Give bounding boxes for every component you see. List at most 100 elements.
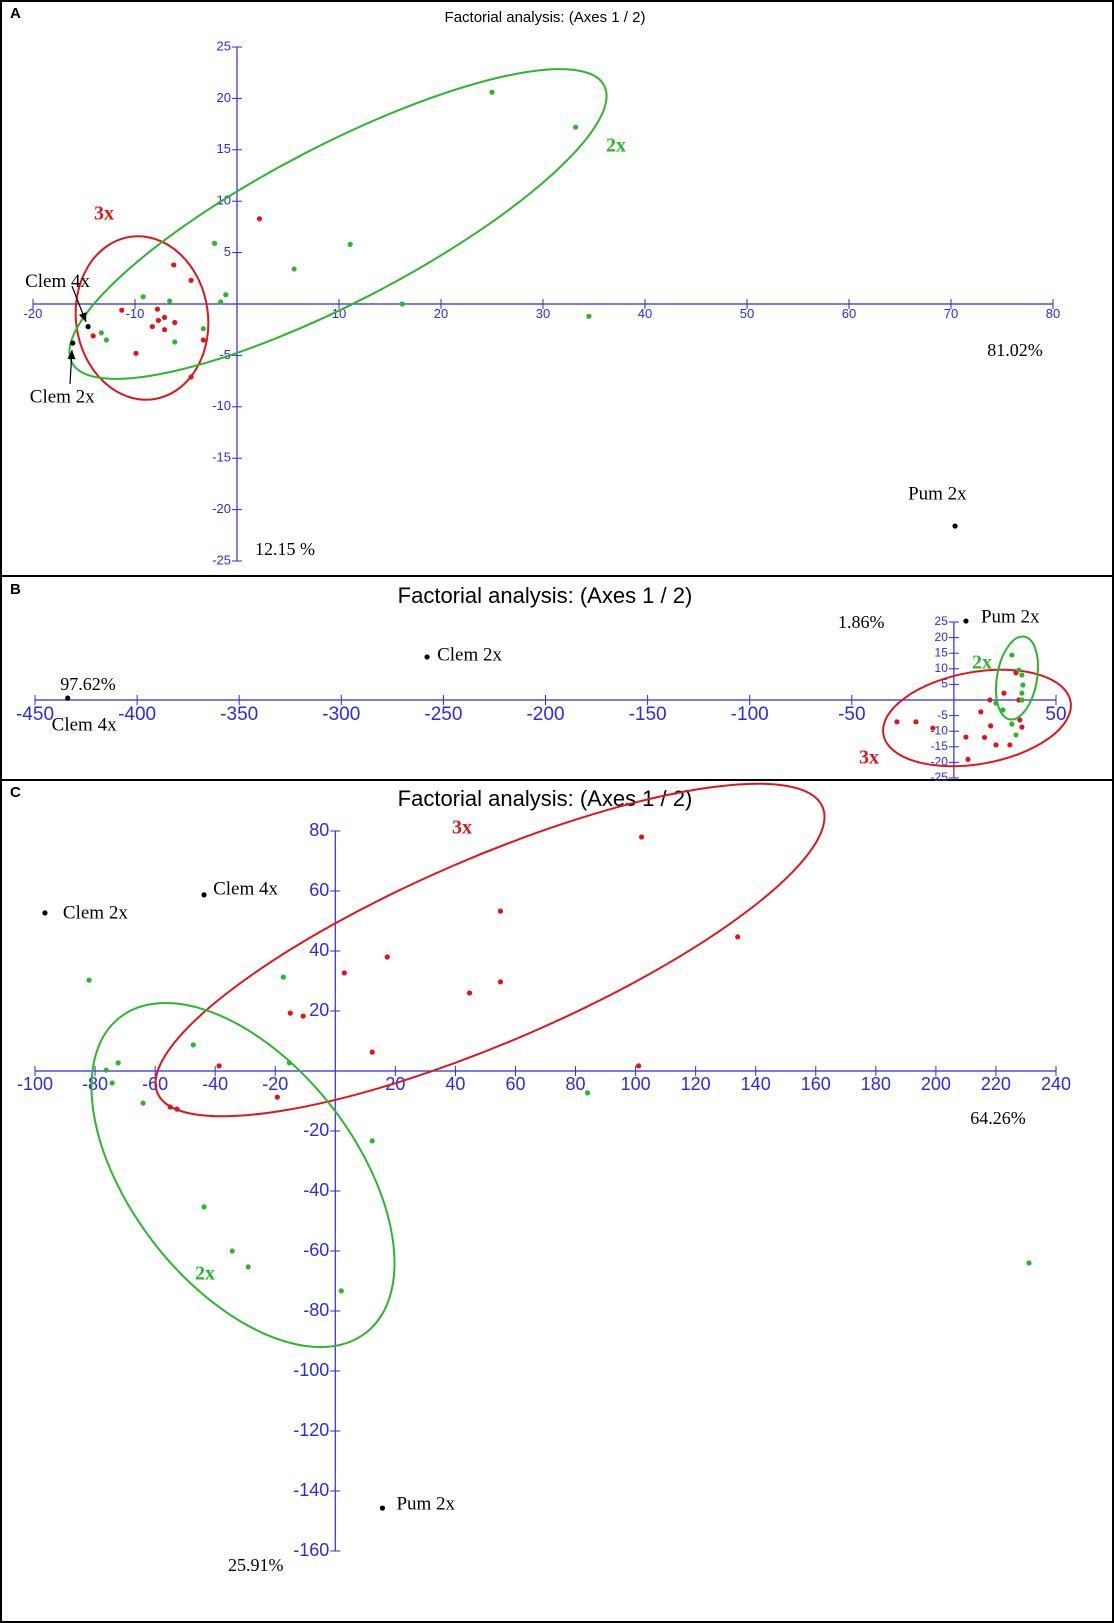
group-ellipse: [994, 635, 1040, 721]
y-tick-label: -25: [212, 552, 231, 567]
point: [300, 1013, 306, 1019]
point-label: Clem 4x: [213, 878, 278, 899]
group-ellipse: [68, 68, 608, 380]
x-axis-inertia: 81.02%: [987, 340, 1043, 360]
group-ellipse: [90, 1001, 396, 1349]
point: [338, 1288, 344, 1294]
point: [140, 294, 146, 300]
x-tick-label: 160: [801, 1074, 831, 1094]
point: [930, 725, 936, 731]
x-axis-inertia: 64.26%: [970, 1108, 1026, 1128]
x-tick-label: -200: [526, 704, 564, 725]
y-tick-label: 80: [309, 820, 329, 840]
labeled-point: [952, 523, 958, 529]
point: [223, 292, 229, 298]
point-label: Pum 2x: [981, 606, 1040, 627]
point: [1019, 724, 1025, 730]
point: [987, 697, 993, 703]
point: [115, 1060, 121, 1066]
point: [274, 1094, 280, 1100]
point-label: Pum 2x: [908, 483, 967, 504]
labeled-point: [42, 910, 48, 916]
x-tick-label: -50: [838, 704, 865, 725]
point: [229, 1248, 235, 1254]
y-tick-label: 5: [224, 244, 231, 259]
panel-letter: A: [10, 5, 21, 22]
point: [171, 262, 177, 268]
point: [735, 934, 741, 940]
point: [573, 124, 579, 130]
point-label: Clem 2x: [63, 902, 128, 923]
labeled-point: [201, 892, 207, 898]
x-tick-label: 180: [861, 1074, 891, 1094]
point: [140, 1100, 146, 1106]
point: [149, 324, 155, 330]
x-axis-inertia: 97.62%: [60, 674, 116, 694]
x-tick-label: -150: [629, 704, 667, 725]
point: [1019, 672, 1025, 678]
point: [988, 723, 994, 729]
point: [965, 756, 971, 762]
point: [1017, 717, 1023, 723]
point: [1026, 1260, 1032, 1266]
y-tick-label: 25: [217, 38, 231, 53]
point: [369, 1049, 375, 1055]
x-tick-label: -10: [126, 306, 145, 321]
chart-title: Factorial analysis: (Axes 1 / 2): [398, 786, 693, 811]
point-label: Clem 2x: [30, 386, 95, 407]
y-tick-label: -15: [931, 739, 949, 753]
group-ellipse: [882, 668, 1072, 768]
point: [86, 977, 92, 983]
group-label: 3x: [94, 203, 114, 225]
y-tick-label: 20: [217, 90, 231, 105]
point: [978, 709, 984, 715]
point: [154, 306, 161, 312]
group-label: 3x: [859, 747, 879, 769]
x-tick-label: 140: [741, 1074, 771, 1094]
y-tick-label: -40: [303, 1180, 329, 1200]
point: [1016, 667, 1022, 673]
y-tick-label: -60: [303, 1240, 329, 1260]
point: [584, 1090, 591, 1096]
labeled-point: [70, 340, 76, 346]
point: [963, 734, 969, 740]
y-tick-label: 10: [935, 661, 949, 675]
x-tick-label: 80: [1046, 306, 1060, 321]
point: [384, 954, 390, 960]
point-label: Clem 4x: [52, 714, 117, 735]
chart-title: Factorial analysis: (Axes 1 / 2): [398, 583, 693, 608]
point: [103, 1067, 109, 1073]
y-tick-label: 15: [217, 141, 231, 156]
point: [981, 734, 988, 741]
x-tick-label: -450: [16, 704, 54, 725]
point: [190, 1042, 196, 1048]
point: [287, 1010, 293, 1016]
point: [201, 1204, 207, 1210]
point: [188, 374, 194, 380]
point: [286, 1060, 292, 1066]
x-tick-label: 120: [681, 1074, 711, 1094]
y-tick-label: -160: [293, 1540, 329, 1560]
x-tick-label: -400: [118, 704, 156, 725]
x-tick-label: 40: [638, 306, 652, 321]
x-tick-label: 60: [842, 306, 856, 321]
x-tick-label: 50: [1045, 704, 1066, 725]
point: [1009, 721, 1015, 727]
point: [1007, 742, 1013, 748]
y-tick-label: 15: [935, 645, 949, 659]
x-tick-label: -80: [82, 1074, 108, 1094]
labeled-point: [379, 1505, 386, 1511]
point: [256, 216, 263, 222]
y-tick-label: -10: [212, 398, 231, 413]
point-label: Clem 2x: [437, 644, 502, 665]
panel-frame: [0, 779, 1114, 1623]
labeled-point: [963, 618, 969, 624]
point: [291, 266, 297, 272]
point: [497, 979, 504, 985]
group-label: 3x: [452, 817, 472, 839]
y-tick-label: 25: [935, 614, 949, 628]
y-tick-label: 60: [309, 880, 329, 900]
point: [1009, 652, 1015, 658]
